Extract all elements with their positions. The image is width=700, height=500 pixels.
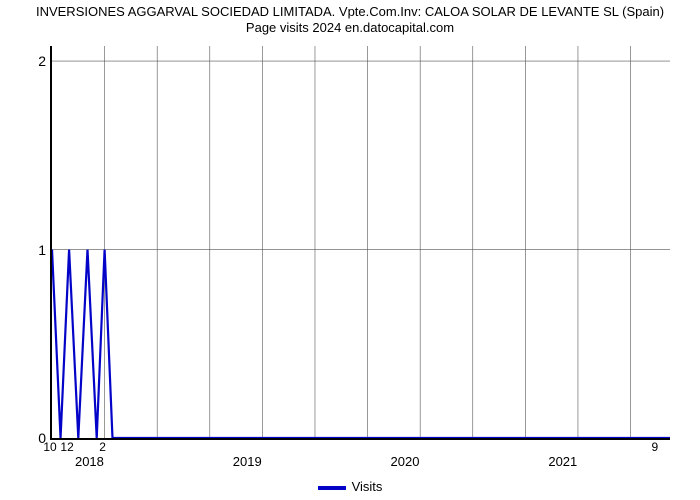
title-line-1: INVERSIONES AGGARVAL SOCIEDAD LIMITADA. … [36,4,664,19]
x-tick-year: 2019 [233,454,262,469]
visits-line [52,250,670,438]
x-tick-minor: 2 [99,440,106,454]
gridlines [52,46,670,438]
legend-label: Visits [352,479,383,494]
x-tick-minor: 12 [60,440,73,454]
x-tick-year: 2020 [391,454,420,469]
plot-svg [52,46,670,438]
x-tick-year: 2021 [548,454,577,469]
legend-swatch [318,486,346,490]
chart-container: INVERSIONES AGGARVAL SOCIEDAD LIMITADA. … [0,0,700,500]
plot-area [50,46,670,440]
x-tick-year: 2018 [75,454,104,469]
y-tick: 2 [30,53,46,69]
x-tick-minor: 9 [652,440,659,454]
x-tick-minor: 10 [43,440,56,454]
chart-title: INVERSIONES AGGARVAL SOCIEDAD LIMITADA. … [0,4,700,37]
y-tick: 1 [30,242,46,258]
legend: Visits [0,479,700,494]
title-line-2: Page visits 2024 en.datocapital.com [246,20,454,35]
